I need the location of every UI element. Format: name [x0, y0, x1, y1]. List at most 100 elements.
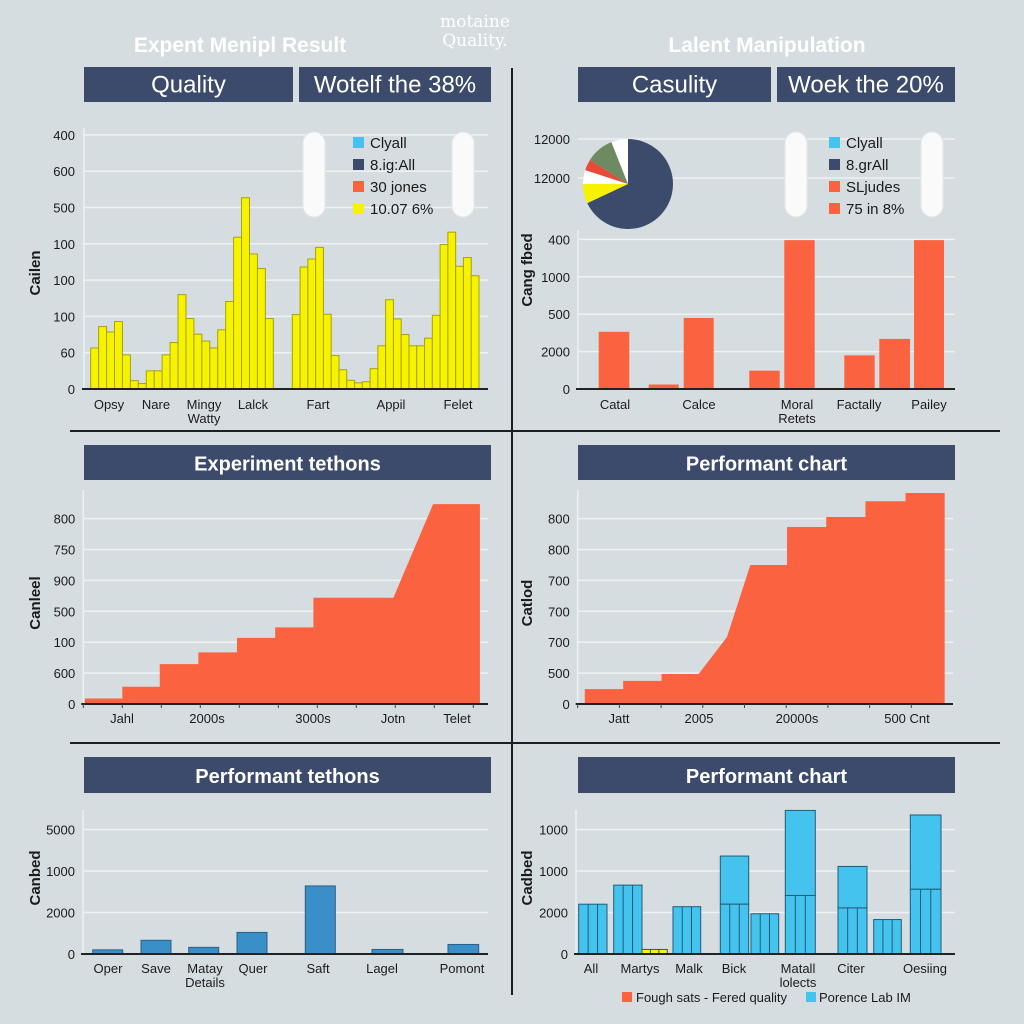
y-tick-label: 0: [563, 382, 570, 397]
x-tick-label: Opsy: [94, 397, 125, 412]
legend-label: Porence Lab IM: [819, 990, 911, 1005]
bar: [241, 197, 250, 390]
bar: [392, 318, 402, 390]
x-tick-label: Matay Details: [185, 961, 225, 990]
y-tick-label: 0: [561, 947, 568, 962]
y-axis-label: Cadbed: [519, 850, 536, 905]
bar: [439, 244, 449, 390]
bar: [193, 333, 203, 390]
pie-slice: [583, 170, 628, 184]
bar-lower-segment: [873, 919, 902, 955]
watermark-logo: motaine: [440, 12, 510, 32]
legend-pill-decoration: [302, 131, 326, 218]
x-tick-label: Quer: [239, 961, 269, 976]
y-tick-label: 1000: [539, 864, 568, 879]
x-tick-label: Save: [141, 961, 171, 976]
x-tick-label: Appil: [377, 397, 406, 412]
header-performant-tethons: Performant tethons: [195, 766, 379, 788]
bar: [106, 331, 116, 390]
bar-upper-segment: [719, 855, 750, 905]
bar: [161, 354, 171, 390]
x-tick-label: Catal: [600, 397, 630, 412]
watermark-logo: Quality.: [442, 31, 507, 51]
y-tick-label: 600: [54, 666, 76, 681]
y-tick-label: 100: [53, 237, 75, 252]
header-experiment-tethons-bar: [84, 445, 491, 480]
y-tick-label: 800: [548, 512, 570, 527]
y-tick-label: 800: [54, 512, 76, 527]
bar: [322, 313, 332, 390]
legend-swatch: [353, 159, 364, 170]
legend-swatch: [806, 992, 816, 1002]
x-tick-label: Pailey: [911, 397, 947, 412]
bar: [648, 384, 679, 389]
y-tick-label: 1000: [539, 823, 568, 838]
y-tick-label: 600: [53, 164, 75, 179]
bar: [114, 320, 123, 390]
y-tick-label: 1000: [541, 270, 570, 285]
header-experiment-tethons: Experiment tethons: [194, 454, 381, 476]
bar-lower-segment: [578, 903, 608, 955]
x-tick-label: Saft: [306, 961, 330, 976]
bar: [377, 345, 387, 390]
bar: [209, 347, 219, 390]
x-tick-label-line: Matall: [781, 961, 816, 976]
y-tick-label: 2000: [46, 906, 75, 921]
legend-swatch: [829, 181, 840, 192]
bar-lower-segment: [909, 888, 942, 955]
bar: [291, 314, 301, 390]
header-quality: Quality: [151, 72, 226, 99]
bar: [315, 246, 324, 390]
header-performant-chart-bar: [578, 445, 955, 480]
bar: [330, 355, 340, 390]
x-tick-label: Felet: [444, 397, 473, 412]
y-tick-label: 5000: [46, 823, 75, 838]
y-axis-label: Catlod: [519, 580, 536, 627]
y-tick-label: 700: [548, 573, 570, 588]
y-tick-label: 0: [68, 382, 75, 397]
legend-swatch: [622, 992, 632, 1002]
legend-label: 30 jones: [370, 179, 427, 196]
bar: [408, 345, 418, 390]
legend-swatch: [829, 203, 840, 214]
y-axis-label: Cang fbed: [519, 233, 536, 306]
bar: [145, 370, 155, 390]
bar: [304, 885, 336, 955]
x-tick-label: All: [584, 961, 599, 976]
bar: [424, 337, 433, 390]
pie-y-tick-label: 12000: [534, 171, 570, 186]
y-axis-label: Canbed: [27, 850, 44, 905]
pie-slice: [590, 142, 628, 184]
bar: [233, 236, 243, 390]
y-tick-label: 700: [548, 635, 570, 650]
x-tick-label: 20000s: [776, 711, 819, 726]
bar: [299, 266, 309, 390]
bar: [844, 355, 875, 389]
y-tick-label: 1000: [46, 864, 75, 879]
bar-lower-segment: [672, 906, 702, 955]
y-tick-label: 750: [54, 543, 76, 558]
legend-swatch: [829, 137, 840, 148]
header-quality-bar: [84, 67, 293, 102]
x-tick-label: Lagel: [366, 961, 398, 976]
y-tick-label: 0: [562, 697, 569, 712]
x-tick-label: Lalck: [238, 397, 269, 412]
legend-label: 75 in 8%: [846, 201, 904, 218]
legend-label: 8.grAll: [846, 157, 889, 174]
header-casulity: Casulity: [632, 72, 717, 99]
bar: [264, 318, 274, 390]
x-tick-label: Bick: [722, 961, 747, 976]
x-tick-label: Oper: [94, 961, 124, 976]
x-tick-label-line: Matay: [187, 961, 223, 976]
legend-label: 10.07 6%: [370, 201, 433, 218]
x-tick-label: Nare: [142, 397, 170, 412]
x-tick-label: Martys: [621, 961, 661, 976]
x-tick-label: Malk: [675, 961, 703, 976]
bar-lower-segment: [784, 894, 816, 955]
bar-lower-segment: [750, 913, 780, 955]
bar: [455, 265, 464, 390]
bar: [431, 314, 441, 390]
x-tick-label-line: lolects: [780, 975, 817, 990]
legend-pill-decoration: [784, 131, 808, 218]
